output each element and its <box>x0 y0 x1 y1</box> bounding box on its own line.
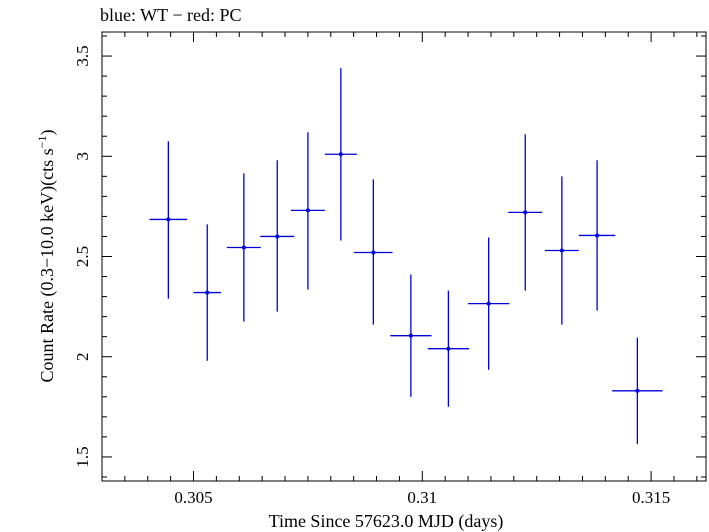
y-tick-label: 3.5 <box>73 45 92 66</box>
y-tick-label: 1.5 <box>73 446 92 467</box>
data-marker <box>408 333 413 338</box>
x-tick-label: 0.31 <box>407 488 437 507</box>
y-axis-label-end: ) <box>37 130 58 136</box>
data-point <box>260 160 295 312</box>
data-marker <box>486 301 491 306</box>
data-point <box>612 337 663 444</box>
plot-frame <box>101 31 707 482</box>
y-tick-label: 2.5 <box>73 246 92 267</box>
data-marker <box>338 152 343 157</box>
data-point <box>427 290 469 407</box>
y-axis-label: Count Rate (0.3−10.0 keV)(cts s−1) <box>35 130 58 383</box>
y-axis-label-superscript: −1 <box>35 136 49 149</box>
data-marker <box>559 248 564 253</box>
data-point <box>354 179 393 325</box>
data-point <box>324 68 357 241</box>
y-axis-label-main: Count Rate (0.3−10.0 keV)(cts s <box>37 148 58 382</box>
x-tick-label: 0.315 <box>632 488 670 507</box>
data-point <box>508 134 543 291</box>
data-marker <box>446 346 451 351</box>
chart-title: blue: WT − red: PC <box>100 5 241 25</box>
data-marker <box>166 217 171 222</box>
y-tick-label: 3 <box>73 152 92 161</box>
data-marker <box>205 290 210 295</box>
x-axis-ticks <box>101 32 698 481</box>
data-marker <box>275 234 280 239</box>
data-marker <box>371 250 376 255</box>
data-series <box>149 68 663 444</box>
data-point <box>578 160 616 311</box>
data-point <box>193 224 221 361</box>
data-marker <box>523 210 528 215</box>
data-marker <box>305 208 310 213</box>
data-point <box>468 237 510 370</box>
x-axis-tick-labels: 0.305 0.31 0.315 <box>174 488 670 507</box>
data-point <box>226 173 261 322</box>
data-point <box>290 132 325 290</box>
y-tick-label: 2 <box>73 352 92 361</box>
y-axis-ticks <box>102 35 706 478</box>
data-marker <box>595 233 600 238</box>
data-point <box>390 274 432 397</box>
data-marker <box>635 388 640 393</box>
data-marker <box>241 245 246 250</box>
data-point <box>149 141 188 299</box>
y-axis-tick-labels: 1.5 2 2.5 3 3.5 <box>73 45 92 467</box>
x-axis-label: Time Since 57623.0 MJD (days) <box>269 511 504 532</box>
data-point <box>544 176 579 325</box>
x-tick-label: 0.305 <box>174 488 212 507</box>
